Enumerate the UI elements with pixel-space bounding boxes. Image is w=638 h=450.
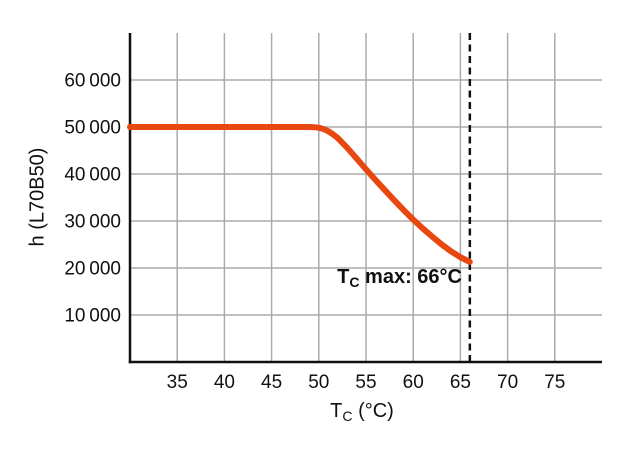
y-tick-label: 40 000 xyxy=(64,165,121,186)
x-tick-label: 75 xyxy=(544,372,565,393)
x-tick-label: 65 xyxy=(450,372,471,393)
x-tick-label: 40 xyxy=(214,372,235,393)
y-tick-label: 50 000 xyxy=(64,118,121,139)
y-tick-label: 10 000 xyxy=(64,306,121,327)
x-tick-label: 70 xyxy=(497,372,518,393)
y-axis-title: h (L70B50) xyxy=(27,148,50,247)
x-tick-label: 50 xyxy=(308,372,329,393)
y-tick-label: 30 000 xyxy=(64,212,121,233)
y-axis-title-text: h (L70B50) xyxy=(26,147,49,247)
x-tick-label: 55 xyxy=(355,372,376,393)
x-axis-title: TC (°C) xyxy=(330,400,394,424)
x-tick-label: 35 xyxy=(167,372,188,393)
x-tick-label: 45 xyxy=(261,372,282,393)
y-tick-label: 20 000 xyxy=(64,259,121,280)
tc-max-annotation: TC max: 66°C xyxy=(337,266,462,290)
lifetime-curve xyxy=(127,124,473,265)
x-tick-label: 60 xyxy=(403,372,424,393)
y-tick-label: 60 000 xyxy=(64,71,121,92)
